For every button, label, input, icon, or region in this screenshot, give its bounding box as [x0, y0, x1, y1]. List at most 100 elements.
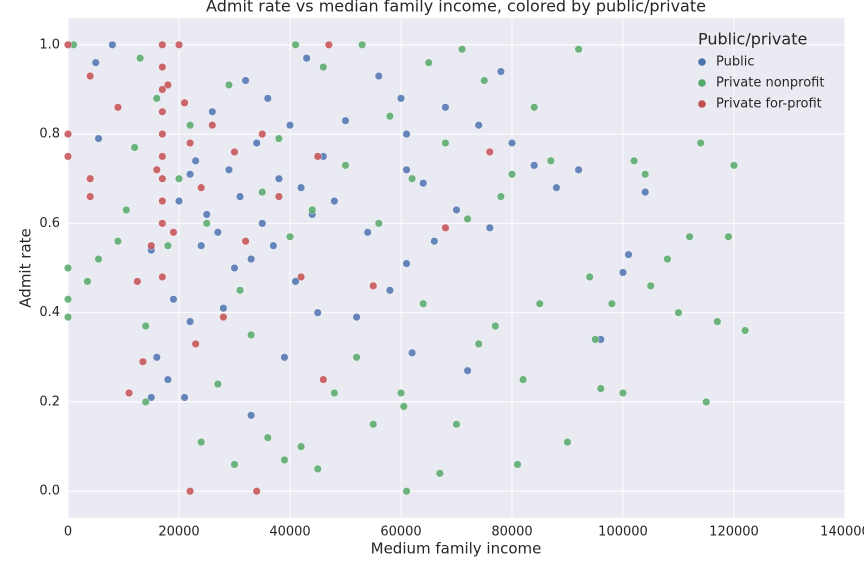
x-tick-label: 40000 [269, 525, 310, 540]
data-point [297, 183, 306, 192]
data-point [741, 326, 750, 335]
data-point [180, 393, 189, 402]
data-point [158, 174, 167, 183]
data-point [174, 197, 183, 206]
data-point [402, 259, 411, 268]
data-point [435, 469, 444, 478]
data-point [186, 487, 195, 496]
data-point [236, 286, 245, 295]
data-point [94, 255, 103, 264]
data-point [607, 299, 616, 308]
data-point [219, 304, 228, 313]
data-point [352, 313, 361, 322]
data-point [130, 143, 139, 152]
data-point [641, 170, 650, 179]
data-point [496, 192, 505, 201]
data-point [724, 232, 733, 241]
data-point [113, 103, 122, 112]
data-point [530, 103, 539, 112]
data-point [452, 205, 461, 214]
data-point [263, 94, 272, 103]
data-point [174, 40, 183, 49]
data-point [147, 393, 156, 402]
data-point [197, 183, 206, 192]
x-tick-label: 120000 [709, 525, 759, 540]
legend-marker [698, 79, 706, 87]
data-point [702, 397, 711, 406]
data-point [408, 348, 417, 357]
data-point [136, 54, 145, 63]
data-point [113, 237, 122, 246]
data-point [219, 313, 228, 322]
legend: Public/private Public Private nonprofit Pri… [698, 30, 824, 112]
data-point [286, 232, 295, 241]
data-point [330, 389, 339, 398]
data-point [496, 67, 505, 76]
data-point [508, 170, 517, 179]
y-axis-label: Admit rate [17, 228, 35, 307]
data-point [186, 317, 195, 326]
data-point [385, 286, 394, 295]
data-point [83, 277, 92, 286]
data-point [147, 241, 156, 250]
data-point [363, 228, 372, 237]
data-point [585, 272, 594, 281]
y-tick-label: 1.0 [39, 37, 60, 52]
data-point [319, 63, 328, 72]
data-point [341, 116, 350, 125]
legend-label: Public [716, 55, 754, 70]
data-point [186, 138, 195, 147]
data-point [280, 353, 289, 362]
data-point [530, 161, 539, 170]
data-point [180, 98, 189, 107]
data-point [696, 138, 705, 147]
data-point [163, 241, 172, 250]
data-point [552, 183, 561, 192]
data-point [713, 317, 722, 326]
data-point [291, 40, 300, 49]
y-tick-label: 0.4 [39, 305, 60, 320]
data-point [208, 121, 217, 130]
data-point [141, 322, 150, 331]
data-point [63, 152, 72, 161]
legend-marker [698, 58, 706, 66]
data-point [402, 165, 411, 174]
data-point [86, 72, 95, 81]
data-point [133, 277, 142, 286]
data-point [685, 232, 694, 241]
data-point [158, 40, 167, 49]
data-point [619, 389, 628, 398]
data-point [247, 411, 256, 420]
data-point [419, 299, 428, 308]
data-point [169, 228, 178, 237]
legend-title: Public/private [698, 30, 807, 49]
data-point [158, 85, 167, 94]
data-point [169, 295, 178, 304]
data-point [230, 147, 239, 156]
data-point [174, 174, 183, 183]
data-point [424, 58, 433, 67]
data-point [247, 330, 256, 339]
data-point [302, 54, 311, 63]
x-tick-label: 0 [64, 525, 72, 540]
data-point [186, 121, 195, 130]
data-point [574, 45, 583, 54]
chart-title: Admit rate vs median family income, colo… [206, 0, 706, 16]
data-point [252, 138, 261, 147]
data-point [452, 420, 461, 429]
data-point [241, 76, 250, 85]
data-point [374, 72, 383, 81]
data-point [399, 402, 408, 411]
legend-label: Private for-profit [716, 97, 822, 112]
data-point [108, 40, 117, 49]
data-point [63, 313, 72, 322]
data-point [519, 375, 528, 384]
x-axis-label: Medium family income [371, 540, 542, 558]
data-point [158, 130, 167, 139]
data-point [546, 156, 555, 165]
data-point [152, 353, 161, 362]
data-point [535, 299, 544, 308]
y-tick-label: 0.0 [39, 484, 60, 499]
plot-area [68, 18, 845, 518]
data-point [63, 295, 72, 304]
